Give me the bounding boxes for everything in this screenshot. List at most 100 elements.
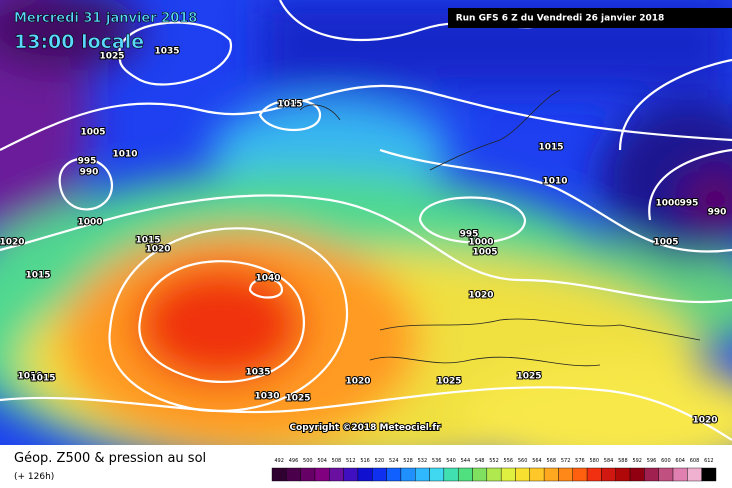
- isobar-label: 1015: [277, 100, 302, 110]
- scale-label: 568: [547, 458, 557, 464]
- isobar-label: 1000: [77, 218, 102, 228]
- isobar-label: 1005: [653, 238, 678, 248]
- isobar-label: 1025: [516, 372, 541, 382]
- isobar-label: 1025: [99, 52, 124, 62]
- scale-swatch: [672, 467, 688, 482]
- scale-swatch: [629, 467, 645, 482]
- scale-label: 584: [604, 458, 614, 464]
- isobar-label: 1020: [692, 416, 717, 426]
- scale-label: 588: [618, 458, 628, 464]
- scale-label: 508: [332, 458, 342, 464]
- scale-swatch: [429, 467, 445, 482]
- isobar-label: 1000: [468, 238, 493, 248]
- isobar-label: 1020: [145, 245, 170, 255]
- scale-label: 528: [403, 458, 413, 464]
- scale-swatch: [586, 467, 602, 482]
- isobar-label: 1025: [285, 394, 310, 404]
- scale-label: 572: [561, 458, 571, 464]
- scale-swatch: [644, 467, 659, 482]
- scale-label: 600: [661, 458, 671, 464]
- scale-label: 540: [446, 458, 456, 464]
- scale-swatch: [543, 467, 559, 482]
- coastlines: [299, 89, 701, 367]
- isobar-label: 1020: [345, 377, 370, 387]
- scale-swatch: [486, 467, 502, 482]
- scale-swatch: [286, 467, 301, 482]
- isobar-label: 1030: [254, 392, 279, 402]
- scale-swatch: [472, 467, 488, 482]
- scale-label: 552: [489, 458, 499, 464]
- scale-label: 520: [375, 458, 385, 464]
- scale-swatch: [400, 467, 416, 482]
- scale-swatch: [701, 467, 717, 482]
- isobar-label: 1005: [80, 128, 105, 138]
- scale-label: 612: [704, 458, 714, 464]
- scale-swatch: [658, 467, 674, 482]
- scale-label: 592: [632, 458, 642, 464]
- isobar-label: 990: [708, 208, 727, 218]
- run-info: Run GFS 6 Z du Vendredi 26 janvier 2018: [456, 14, 665, 24]
- scale-swatch: [271, 467, 287, 482]
- scale-label: 500: [303, 458, 313, 464]
- isobar-label: 1010: [17, 372, 42, 382]
- isobar-label: 1035: [154, 47, 179, 57]
- scale-label: 608: [690, 458, 700, 464]
- isobar-label: 990: [80, 168, 99, 178]
- isobar-label: 1015: [25, 271, 50, 281]
- scale-label: 512: [346, 458, 356, 464]
- scale-swatch: [357, 467, 373, 482]
- date: Mercredi 31 janvier 2018: [14, 11, 197, 26]
- scale-label: 604: [675, 458, 685, 464]
- footer-lead: (+ 126h): [14, 472, 54, 482]
- scale-label: 556: [504, 458, 514, 464]
- scale-label: 516: [360, 458, 370, 464]
- scale-swatch: [457, 467, 473, 482]
- isobar-label: 995: [680, 199, 699, 209]
- scale-label: 564: [532, 458, 542, 464]
- isobar-label: 1000: [655, 199, 680, 209]
- isobar-label: 1020: [0, 238, 25, 248]
- footer-title: Géop. Z500 & pression au sol: [14, 451, 206, 466]
- scale-swatch: [415, 467, 430, 482]
- run-banner: [448, 8, 732, 28]
- isobar-label: 1015: [538, 143, 563, 153]
- scale-swatch: [300, 467, 316, 482]
- isobar-label: 1010: [542, 177, 567, 187]
- time: 13:00 locale: [14, 31, 144, 53]
- scale-label: 560: [518, 458, 528, 464]
- scale-label: 496: [289, 458, 299, 464]
- isobar-label: 1020: [468, 291, 493, 301]
- scale-swatch: [443, 467, 459, 482]
- scale-label: 576: [575, 458, 585, 464]
- scale-label: 524: [389, 458, 399, 464]
- scale-label: 536: [432, 458, 442, 464]
- isobar-label: 1040: [255, 274, 280, 284]
- scale-label: 504: [317, 458, 327, 464]
- scale-label: 596: [647, 458, 657, 464]
- scale-swatch: [329, 467, 344, 482]
- isobar-label: 1015: [30, 374, 55, 384]
- isobar-label: 1010: [112, 150, 137, 160]
- isobar-label: 995: [78, 157, 97, 167]
- isobar-label: 1005: [472, 248, 497, 258]
- scale-label: 492: [274, 458, 284, 464]
- scale-swatch: [372, 467, 387, 482]
- scale-swatch: [615, 467, 631, 482]
- scale-label: 532: [418, 458, 428, 464]
- isobar-label: 995: [460, 230, 479, 240]
- scale-swatch: [386, 467, 402, 482]
- scale-swatch: [314, 467, 330, 482]
- copyright: Copyright ©2018 Meteociel.fr: [289, 423, 441, 433]
- scale-label: 544: [461, 458, 471, 464]
- color-scale: 492 496 500 504 508 512 516 520 524 528 532 536 540 5…: [271, 458, 717, 482]
- isobar-label: 1015: [135, 236, 160, 246]
- scale-swatch: [343, 467, 359, 482]
- isobar-label: 1025: [436, 377, 461, 387]
- isobar-label: 1035: [245, 368, 270, 378]
- scale-swatch: [558, 467, 573, 482]
- scale-swatch: [529, 467, 545, 482]
